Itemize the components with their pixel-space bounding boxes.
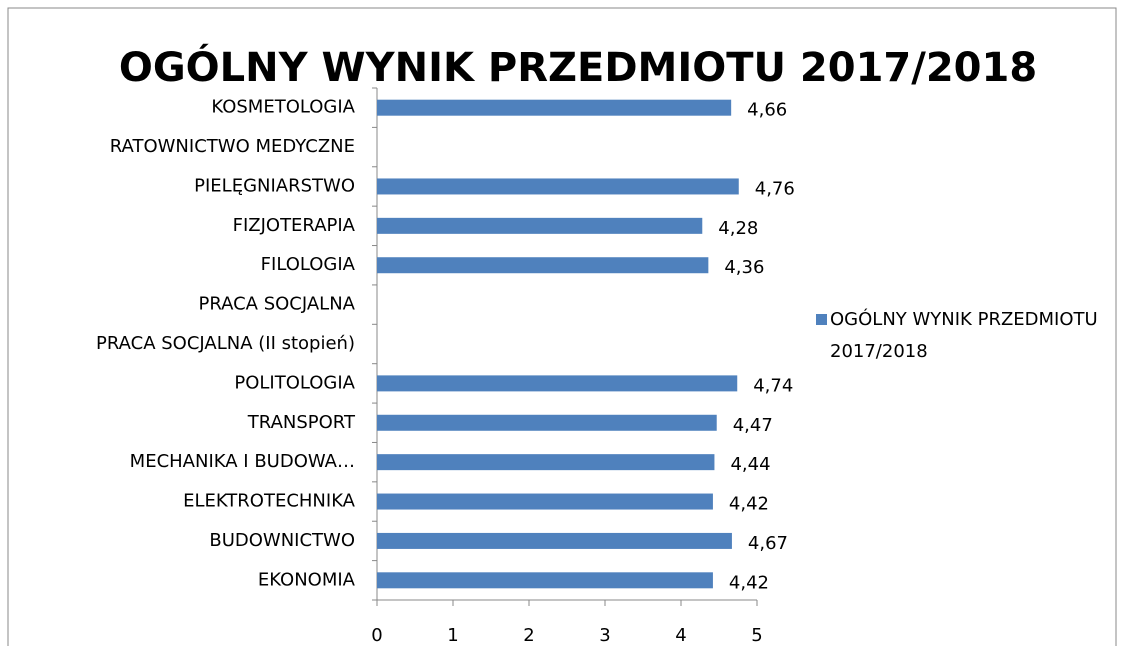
x-tick-label: 4 [675, 625, 686, 646]
bar [377, 493, 713, 510]
y-tick-label: TRANSPORT [247, 412, 356, 433]
y-tick-label: RATOWNICTWO MEDYCZNE [110, 136, 355, 157]
legend-label: OGÓLNY WYNIK PRZEDMIOTU 2017/2018 [830, 309, 1098, 362]
y-tick-label: PIELĘGNIARSTWO [194, 175, 355, 196]
data-label: 4,36 [724, 257, 764, 278]
y-tick-label: FILOLOGIA [261, 254, 356, 275]
bar [377, 99, 732, 116]
x-tick-label: 3 [599, 625, 610, 646]
legend-swatch [816, 314, 827, 325]
data-label: 4,74 [753, 375, 793, 396]
bar [377, 375, 738, 392]
data-label: 4,28 [718, 218, 758, 239]
y-tick-label: ELEKTROTECHNIKA [183, 491, 356, 512]
bar [377, 532, 732, 549]
data-label: 4,66 [747, 100, 787, 121]
bar [377, 217, 703, 234]
data-label: 4,76 [755, 178, 795, 199]
y-tick-label: PRACA SOCJALNA (II stopień) [96, 333, 355, 354]
bar [377, 414, 717, 431]
data-label: 4,67 [748, 533, 788, 554]
data-label: 4,42 [729, 572, 769, 593]
legend: OGÓLNY WYNIK PRZEDMIOTU 2017/2018 [816, 304, 1110, 368]
bar [377, 257, 709, 274]
x-tick-label: 0 [371, 625, 382, 646]
y-tick-label: BUDOWNICTWO [209, 530, 355, 551]
y-tick-label: EKONOMIA [258, 569, 356, 590]
y-tick-label: KOSMETOLOGIA [211, 97, 355, 118]
chart-frame [7, 7, 1117, 646]
data-label: 4,42 [729, 494, 769, 515]
x-tick-label: 2 [523, 625, 534, 646]
bar [377, 178, 739, 195]
bar [377, 454, 715, 471]
x-tick-label: 1 [447, 625, 458, 646]
y-tick-label: FIZJOTERAPIA [233, 215, 356, 236]
data-label: 4,44 [730, 454, 770, 475]
bar [377, 572, 713, 589]
data-label: 4,47 [733, 415, 773, 436]
y-tick-label: MECHANIKA I BUDOWA… [130, 451, 355, 472]
x-tick-label: 5 [751, 625, 762, 646]
y-tick-label: PRACA SOCJALNA [198, 294, 355, 315]
y-tick-label: POLITOLOGIA [234, 372, 355, 393]
chart-title: OGÓLNY WYNIK PRZEDMIOTU 2017/2018 [119, 43, 1037, 91]
